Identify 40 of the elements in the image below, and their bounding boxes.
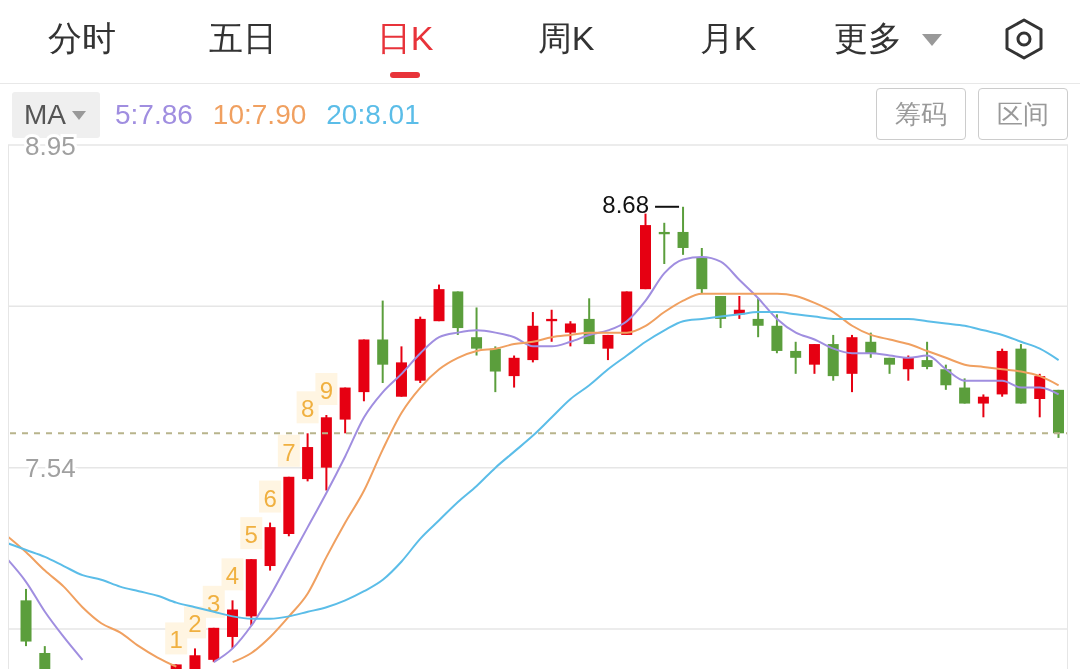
text: 8 xyxy=(300,395,315,423)
candlestick xyxy=(715,295,727,330)
text: 7 xyxy=(282,438,296,466)
y-tick-label: 8.95 xyxy=(25,130,76,161)
candlestick xyxy=(921,340,933,371)
candlestick xyxy=(564,320,576,348)
candlestick xyxy=(39,645,51,669)
text: 区间 xyxy=(978,88,1068,140)
text: 10:7.90 xyxy=(212,99,307,131)
candlestick xyxy=(189,647,201,669)
text: 2 xyxy=(188,610,202,638)
candlestick xyxy=(902,354,914,382)
annotation: 8.68 xyxy=(602,191,650,219)
text: 4 xyxy=(225,562,240,590)
candlestick xyxy=(940,363,952,391)
candlestick xyxy=(489,345,501,394)
text: 5:7.86 xyxy=(115,99,193,131)
y-tick-label: 7.54 xyxy=(25,453,76,484)
text: 1 xyxy=(169,626,183,654)
text: 更多 xyxy=(833,18,903,59)
candlestick xyxy=(602,333,614,362)
text: 5 xyxy=(244,521,258,549)
candlestick xyxy=(508,354,520,389)
legend-title: MA xyxy=(24,99,66,131)
text: 6 xyxy=(263,484,277,512)
text: 日K xyxy=(375,18,435,59)
text: 月K xyxy=(698,18,758,59)
candlestick xyxy=(977,393,989,419)
text: 20:8.01 xyxy=(326,99,420,131)
text: 周K xyxy=(536,18,596,59)
candlestick xyxy=(471,306,483,357)
candlestick xyxy=(959,377,971,405)
text: 筹码 xyxy=(876,88,966,140)
text: 9 xyxy=(319,377,334,405)
candlestick xyxy=(752,297,764,339)
candlestick xyxy=(677,205,689,256)
candlestick xyxy=(808,343,820,375)
candlestick xyxy=(790,340,802,375)
text: 分时 xyxy=(47,18,117,59)
text: 五日 xyxy=(208,18,278,59)
